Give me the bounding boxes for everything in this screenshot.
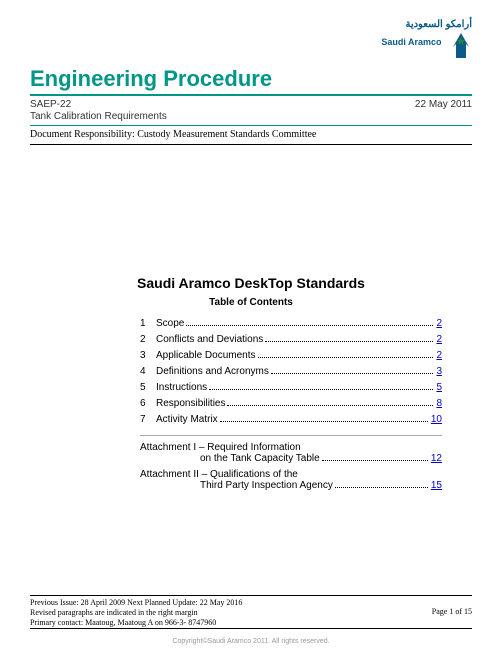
toc-number: 3	[140, 350, 156, 361]
energy-burst-icon	[450, 32, 472, 58]
attachment-line2: Third Party Inspection Agency	[200, 480, 333, 491]
toc-page-link[interactable]: 10	[431, 414, 442, 425]
toc-number: 7	[140, 414, 156, 425]
attachment-row: Attachment II – Qualifications of theThi…	[140, 469, 442, 491]
toc-page-link[interactable]: 2	[436, 318, 442, 329]
toc-label: Conflicts and Deviations	[156, 334, 263, 345]
footer-previous-issue: Previous Issue: 28 April 2009 Next Plann…	[30, 598, 242, 608]
footer-revised-note: Revised paragraphs are indicated in the …	[30, 608, 242, 618]
footer-left: Previous Issue: 28 April 2009 Next Plann…	[30, 598, 242, 628]
toc-number: 2	[140, 334, 156, 345]
standards-heading: Saudi Aramco DeskTop Standards	[30, 275, 472, 291]
copyright-line: Copyright©Saudi Aramco 2011. All rights …	[0, 638, 502, 645]
toc-number: 1	[140, 318, 156, 329]
toc-number: 6	[140, 398, 156, 409]
attachment-line2: on the Tank Capacity Table	[200, 453, 320, 464]
responsibility-rule	[30, 144, 472, 145]
toc-row: 3Applicable Documents 2	[140, 350, 442, 361]
toc-page-link[interactable]: 2	[436, 334, 442, 345]
company-logo: أرامكو السعودية Saudi Aramco	[381, 14, 472, 58]
toc-label: Scope	[156, 318, 184, 329]
toc-label: Applicable Documents	[156, 350, 256, 361]
toc-dots	[258, 357, 434, 358]
logo-arabic-text: أرامكو السعودية	[405, 19, 472, 30]
toc-dots	[265, 341, 433, 342]
toc-row: 1Scope 2	[140, 318, 442, 329]
toc-page-link[interactable]: 8	[436, 398, 442, 409]
toc-dots	[209, 389, 433, 390]
toc-dots	[220, 421, 428, 422]
toc-row: 7Activity Matrix 10	[140, 414, 442, 425]
toc-row: 6Responsibilities 8	[140, 398, 442, 409]
toc-label: Activity Matrix	[156, 414, 218, 425]
doc-date: 22 May 2011	[415, 99, 472, 110]
attachment-page-link[interactable]: 12	[431, 453, 442, 464]
toc-row: 2Conflicts and Deviations2	[140, 334, 442, 345]
meta-row: SAEP-22 22 May 2011	[30, 99, 472, 110]
toc-number: 4	[140, 366, 156, 377]
table-of-contents: 1Scope22Conflicts and Deviations23Applic…	[140, 318, 442, 425]
toc-number: 5	[140, 382, 156, 393]
attachment-line1: Attachment I – Required Information	[140, 442, 442, 453]
footer: Previous Issue: 28 April 2009 Next Plann…	[30, 595, 472, 631]
toc-dots	[322, 460, 428, 461]
toc-label: Definitions and Acronyms	[156, 366, 269, 377]
toc-row: 5Instructions5	[140, 382, 442, 393]
logo-english-text: Saudi Aramco	[381, 37, 441, 47]
attachment-line1: Attachment II – Qualifications of the	[140, 469, 442, 480]
title-rule	[30, 94, 472, 96]
responsibility-line: Document Responsibility: Custody Measure…	[30, 129, 472, 140]
toc-row: 4Definitions and Acronyms 3	[140, 366, 442, 377]
attachment-page-link[interactable]: 15	[431, 480, 442, 491]
toc-label: Instructions	[156, 382, 207, 393]
footer-rule-bottom	[30, 628, 472, 629]
document-title: Engineering Procedure	[30, 66, 472, 92]
toc-dots	[335, 487, 428, 488]
doc-code: SAEP-22	[30, 99, 71, 110]
attachment-row: Attachment I – Required Informationon th…	[140, 442, 442, 464]
page-number: Page 1 of 15	[432, 598, 472, 628]
toc-heading: Table of Contents	[30, 297, 472, 308]
toc-dots	[227, 405, 433, 406]
subtitle-rule	[30, 125, 472, 126]
toc-page-link[interactable]: 5	[436, 382, 442, 393]
toc-label: Responsibilities	[156, 398, 225, 409]
footer-contact: Primary contact: Maatoug, Maatoug A on 9…	[30, 618, 242, 628]
footer-rule-top	[30, 595, 472, 596]
doc-subtitle: Tank Calibration Requirements	[30, 111, 472, 122]
document-page: أرامكو السعودية Saudi Aramco Engineering…	[0, 0, 502, 649]
toc-page-link[interactable]: 2	[436, 350, 442, 361]
toc-page-link[interactable]: 3	[436, 366, 442, 377]
toc-dots	[186, 325, 433, 326]
attachments-list: Attachment I – Required Informationon th…	[140, 435, 442, 491]
toc-dots	[271, 373, 434, 374]
